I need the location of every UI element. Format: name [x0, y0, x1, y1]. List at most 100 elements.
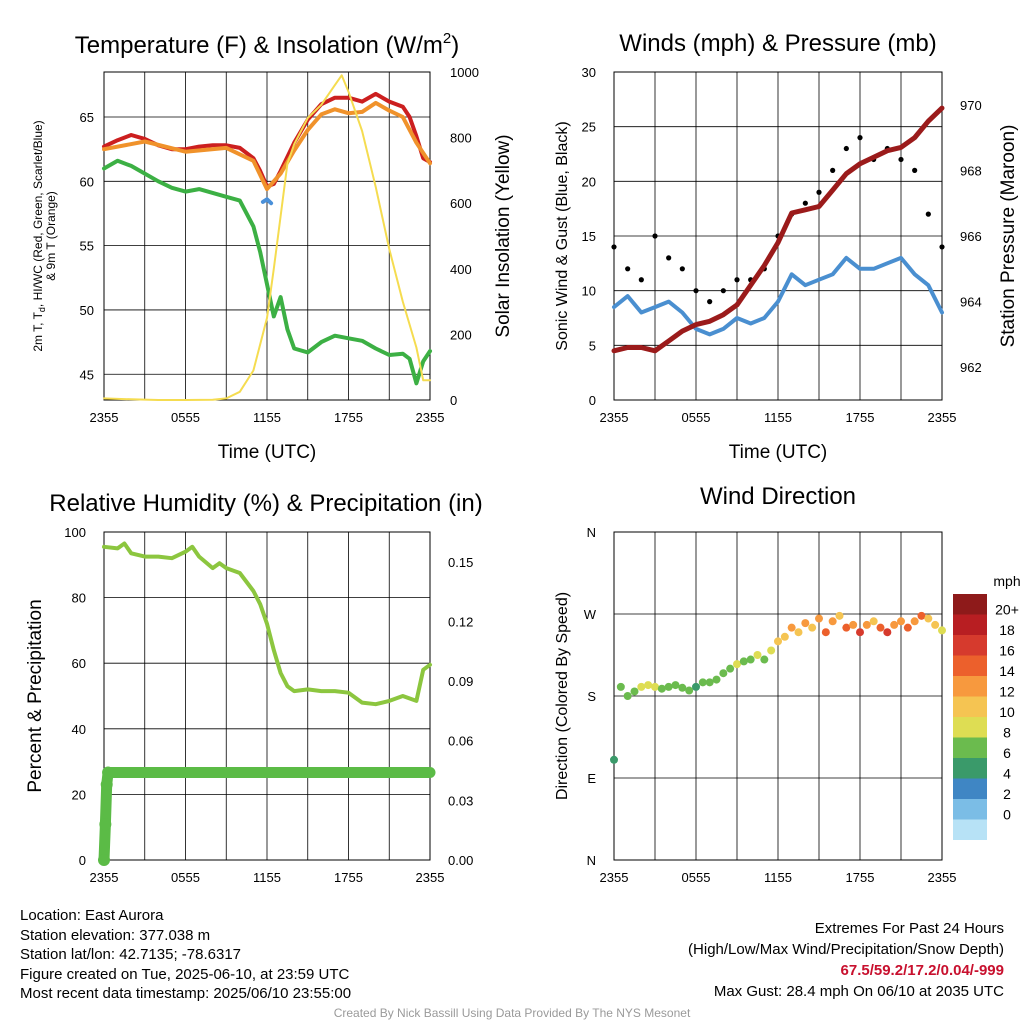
wind-direction-title: Wind Direction	[700, 483, 856, 510]
x-tick-label: 1755	[334, 870, 363, 885]
colorbar-label: 6	[1003, 745, 1011, 761]
gust-point	[843, 145, 849, 152]
direction-point	[903, 623, 912, 632]
y-tick-label-left: 50	[80, 303, 94, 318]
winds-xlabel: Time (UTC)	[729, 442, 828, 463]
series-line-solar-insolation	[103, 74, 431, 401]
direction-point	[821, 628, 830, 637]
gust-point	[816, 189, 822, 195]
x-tick-label: 0555	[171, 410, 200, 425]
y-tick-label-left: 40	[72, 722, 86, 737]
y-tick-label-left: 25	[582, 120, 596, 135]
x-tick-label: 2355	[928, 870, 957, 885]
x-tick-label: 2355	[416, 870, 445, 885]
direction-point	[712, 675, 721, 684]
gust-point	[679, 266, 685, 272]
y-tick-label-right: 1000	[450, 65, 479, 80]
direction-point	[835, 611, 844, 620]
gust-point	[857, 135, 863, 141]
direction-point	[637, 682, 646, 691]
gust-point	[625, 266, 631, 272]
y-tick-label-right: 966	[960, 229, 982, 244]
x-tick-label: 0555	[682, 410, 711, 425]
colorbar-swatch	[953, 676, 987, 697]
direction-point	[897, 617, 905, 626]
direction-point	[890, 620, 899, 629]
direction-point	[610, 755, 618, 764]
latlon-text: Station lat/lon: 42.7135; -78.6317	[20, 946, 242, 963]
recent-data-text: Most recent data timestamp: 2025/06/10 2…	[20, 985, 352, 1002]
direction-point	[657, 684, 666, 693]
direction-point	[644, 681, 653, 690]
colorbar-swatch	[953, 778, 987, 799]
direction-point	[910, 617, 919, 626]
direction-point	[705, 678, 714, 687]
credit-text: Created By Nick Bassill Using Data Provi…	[333, 1006, 691, 1020]
y-tick-label-left: 55	[80, 239, 94, 254]
direction-point	[733, 660, 741, 669]
direction-point	[856, 628, 864, 637]
direction-point	[719, 669, 728, 678]
direction-point	[808, 623, 817, 632]
colorbar-label: 0	[1003, 807, 1011, 823]
direction-point	[883, 628, 892, 637]
x-tick-label: 1155	[253, 410, 281, 425]
direction-point	[801, 619, 810, 628]
x-tick-label: 0555	[171, 870, 200, 885]
y-tick-label-left: 80	[72, 591, 86, 606]
temperature-xlabel: Time (UTC)	[218, 442, 317, 463]
direction-point	[815, 614, 823, 623]
y-tick-label-left: 10	[582, 284, 596, 299]
winds-ylabel-right: Station Pressure (Maroon)	[998, 125, 1019, 348]
direction-point	[842, 623, 851, 632]
gust-point	[666, 255, 672, 261]
colorbar-title: mph	[993, 573, 1020, 589]
y-tick-label-left: 15	[582, 229, 596, 244]
x-tick-label: 1155	[253, 870, 281, 885]
colorbar-swatch	[953, 758, 987, 779]
precipitation-point	[100, 778, 113, 791]
direction-point	[931, 620, 940, 629]
y-tick-label-right: 200	[450, 327, 472, 342]
wind-direction-ylabel: Direction (Colored By Speed)	[554, 592, 571, 800]
direction-point	[917, 611, 926, 620]
colorbar-swatch	[953, 594, 987, 615]
extremes-title: Extremes For Past 24 Hours	[814, 920, 1004, 937]
winds-ylabel-left: Sonic Wind & Gust (Blue, Black)	[554, 121, 571, 350]
y-tick-label-left: 5	[589, 338, 596, 353]
direction-point	[616, 682, 625, 691]
precipitation-point	[99, 818, 112, 831]
y-tick-label-right: 970	[960, 98, 982, 113]
direction-point	[828, 617, 837, 626]
colorbar-swatch	[953, 635, 987, 656]
direction-point	[671, 681, 680, 690]
direction-point	[849, 620, 858, 629]
direction-point	[692, 682, 700, 691]
y-tick-label-right: 0.06	[448, 734, 473, 749]
direction-point	[862, 620, 871, 629]
x-tick-label: 2355	[416, 410, 445, 425]
colorbar-swatch	[953, 737, 987, 758]
gust-point	[638, 277, 644, 283]
direction-point	[794, 628, 803, 637]
y-tick-label-left: 30	[582, 65, 596, 80]
x-tick-label: 0555	[682, 870, 711, 885]
y-tick-label: E	[587, 771, 596, 786]
direction-point	[780, 632, 789, 641]
colorbar-label: 12	[999, 684, 1015, 700]
direction-point	[938, 626, 946, 635]
direction-point	[678, 683, 687, 692]
colorbar-label: 16	[999, 643, 1015, 659]
x-tick-label: 1755	[846, 870, 875, 885]
y-tick-label-left: 45	[80, 367, 94, 382]
direction-point	[726, 664, 735, 673]
extremes-info: Extremes For Past 24 Hours (High/Low/Max…	[688, 918, 1004, 1002]
gust-point	[925, 211, 931, 217]
gust-point	[693, 288, 699, 294]
colorbar-label: 20+	[995, 602, 1019, 618]
y-tick-label-right: 0	[450, 393, 457, 408]
y-tick-label-left: 0	[79, 853, 86, 868]
colorbar-label: 10	[999, 704, 1015, 720]
colorbar-label: 18	[999, 622, 1015, 638]
